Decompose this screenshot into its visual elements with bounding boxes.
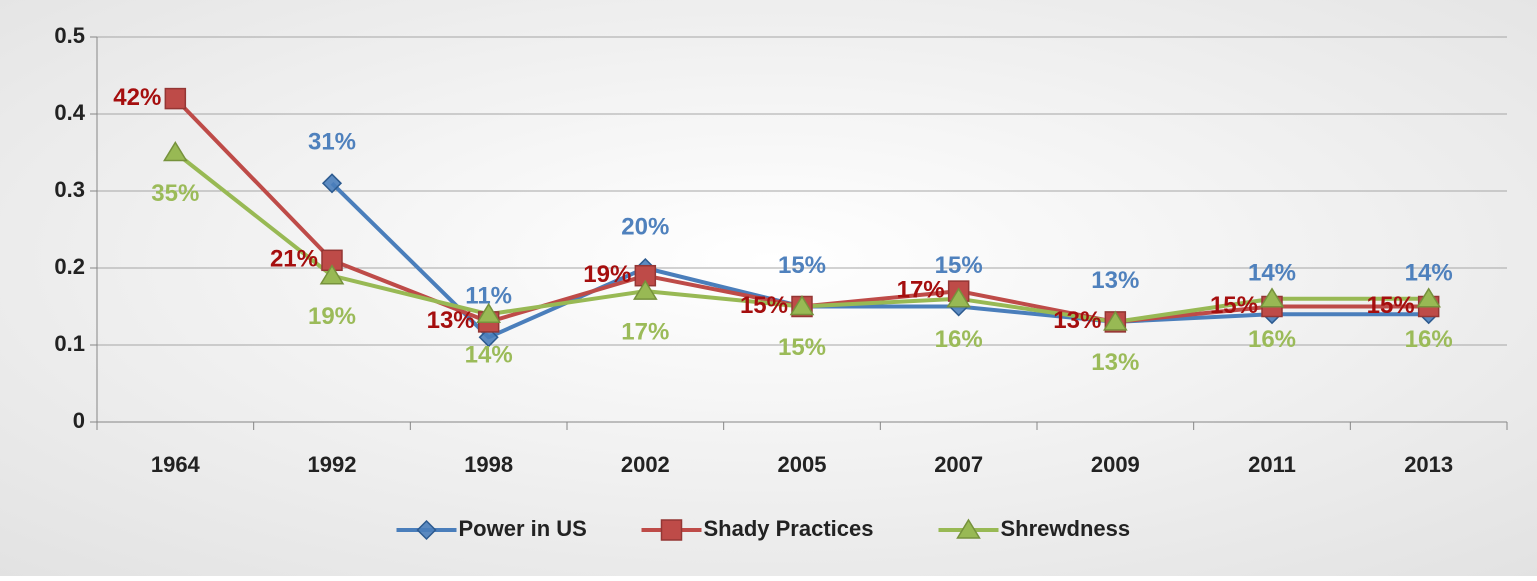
data-label: 19% <box>308 303 356 330</box>
legend-label: Shady Practices <box>704 516 874 541</box>
data-label: 15% <box>778 334 826 361</box>
legend-marker <box>660 519 683 541</box>
x-tick-label: 2009 <box>1091 452 1140 477</box>
x-tick-label: 1992 <box>308 452 357 477</box>
data-label: 16% <box>1248 326 1296 353</box>
legend-label: Shrewdness <box>1001 516 1131 541</box>
data-point <box>1416 287 1442 308</box>
data-label: 15% <box>1367 292 1415 319</box>
y-tick-label: 0 <box>73 408 85 433</box>
data-label: 15% <box>740 292 788 319</box>
data-label: 14% <box>1405 260 1453 287</box>
data-label: 42% <box>113 84 161 111</box>
x-tick-label: 2002 <box>621 452 670 477</box>
data-point <box>1102 310 1128 331</box>
data-point <box>321 173 343 194</box>
data-label: 21% <box>270 246 318 273</box>
data-label: 17% <box>621 318 669 345</box>
x-tick-label: 2005 <box>778 452 827 477</box>
data-label: 17% <box>897 276 945 303</box>
y-tick-label: 0.4 <box>54 100 85 125</box>
data-point <box>476 302 502 323</box>
legend-label: Power in US <box>459 516 587 541</box>
legend-marker <box>956 518 981 539</box>
data-point <box>632 279 658 300</box>
data-label: 13% <box>1053 307 1101 334</box>
x-tick-label: 2013 <box>1404 452 1453 477</box>
x-tick-label: 2011 <box>1248 452 1296 477</box>
y-tick-label: 0.1 <box>54 331 85 356</box>
data-label: 14% <box>1248 260 1296 287</box>
data-point <box>164 87 187 110</box>
data-point <box>319 264 345 285</box>
series-line <box>330 181 1429 340</box>
data-label: 20% <box>621 213 669 240</box>
data-point <box>478 327 499 348</box>
data-label: 35% <box>151 180 199 207</box>
data-label: 16% <box>1405 326 1453 353</box>
data-point <box>162 141 188 162</box>
data-label: 15% <box>1210 292 1258 319</box>
data-label: 14% <box>465 342 513 369</box>
y-tick-label: 0.3 <box>54 177 85 202</box>
x-tick-label: 1998 <box>464 452 513 477</box>
data-label: 16% <box>935 326 983 353</box>
data-label: 31% <box>308 129 356 156</box>
data-label: 13% <box>1091 349 1139 376</box>
data-label: 15% <box>935 252 983 279</box>
x-tick-label: 1964 <box>151 452 201 477</box>
data-label: 15% <box>778 252 826 279</box>
data-point <box>946 287 972 308</box>
legend-marker <box>416 519 437 541</box>
data-point <box>789 295 815 316</box>
data-point <box>1259 287 1285 308</box>
x-tick-label: 2007 <box>934 452 983 477</box>
data-label: 13% <box>1091 267 1139 294</box>
y-tick-label: 0.5 <box>54 23 85 48</box>
data-label: 19% <box>583 261 631 288</box>
data-label: 13% <box>427 307 475 334</box>
y-tick-label: 0.2 <box>54 254 85 279</box>
